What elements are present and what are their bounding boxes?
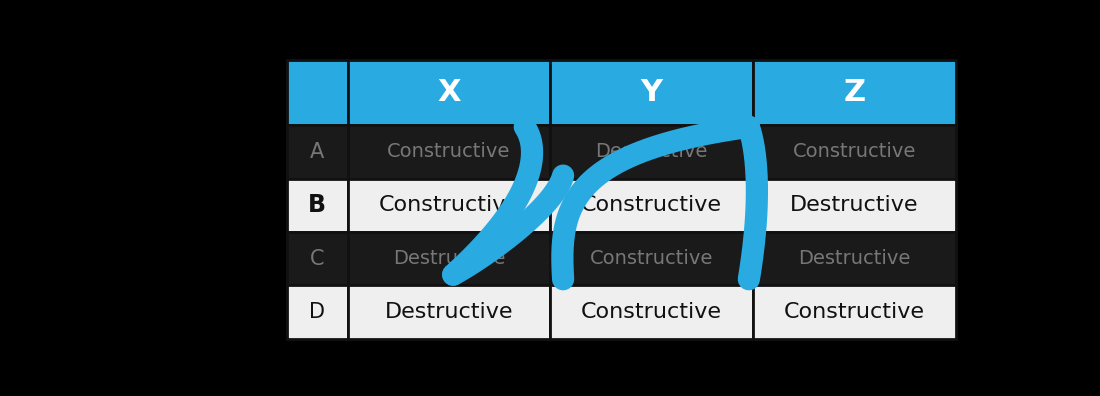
Bar <box>287 286 348 339</box>
Text: Constructive: Constructive <box>793 143 916 162</box>
Bar <box>348 232 550 286</box>
Bar <box>550 286 754 339</box>
Bar <box>348 286 550 339</box>
Text: Destructive: Destructive <box>790 195 918 215</box>
Bar <box>348 179 550 232</box>
Text: Constructive: Constructive <box>378 195 519 215</box>
Text: B: B <box>308 193 326 217</box>
Bar <box>348 60 550 125</box>
Bar <box>754 125 956 179</box>
Bar <box>287 179 348 232</box>
Bar <box>754 232 956 286</box>
Text: X: X <box>437 78 461 107</box>
Text: Z: Z <box>844 78 866 107</box>
Text: C: C <box>310 249 324 268</box>
Bar <box>550 125 754 179</box>
Text: Constructive: Constructive <box>387 143 510 162</box>
Bar <box>287 232 348 286</box>
Text: Destructive: Destructive <box>799 249 911 268</box>
Bar <box>287 60 348 125</box>
Bar <box>550 179 754 232</box>
Bar <box>754 286 956 339</box>
Text: Destructive: Destructive <box>393 249 505 268</box>
Bar <box>550 232 754 286</box>
Bar <box>550 60 754 125</box>
Text: Constructive: Constructive <box>784 302 925 322</box>
Text: A: A <box>310 142 324 162</box>
Text: Destructive: Destructive <box>385 302 514 322</box>
Text: Y: Y <box>640 78 662 107</box>
Bar <box>754 60 956 125</box>
Text: Constructive: Constructive <box>581 302 723 322</box>
Bar <box>287 125 348 179</box>
Text: Destructive: Destructive <box>595 143 708 162</box>
Text: Constructive: Constructive <box>581 195 723 215</box>
Bar <box>754 179 956 232</box>
Text: D: D <box>309 302 326 322</box>
Bar <box>348 125 550 179</box>
Text: Constructive: Constructive <box>590 249 714 268</box>
